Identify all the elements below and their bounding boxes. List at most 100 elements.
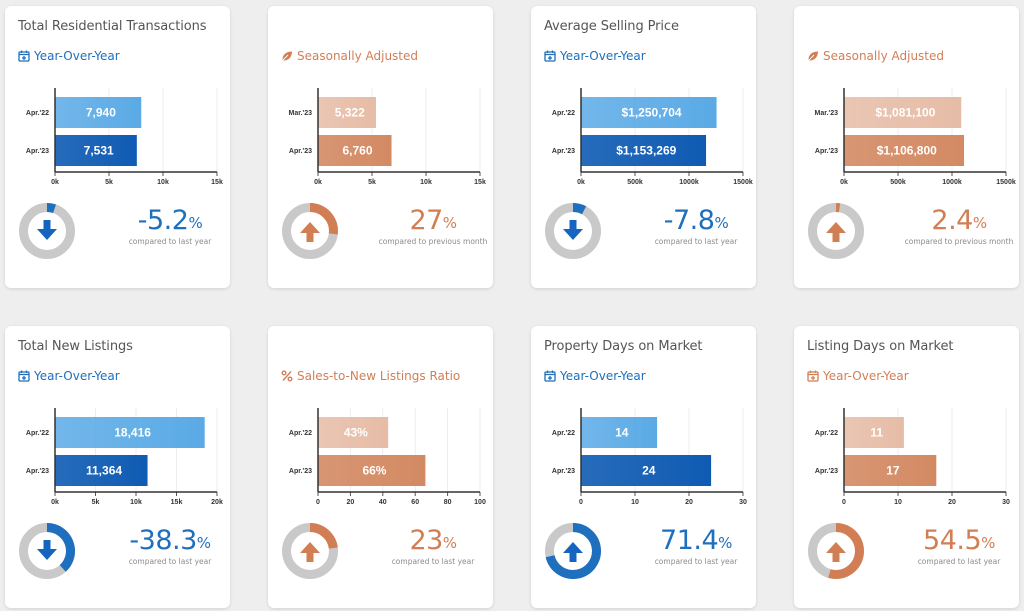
bar <box>318 135 392 166</box>
bar-chart: 0k 5k 10k 15k Apr.'22 7,940 Apr.'23 7,531 <box>26 88 223 186</box>
change-note: compared to last year <box>654 237 738 246</box>
arrow-up-icon <box>563 542 583 562</box>
change-summary: 54.5% compared to last year <box>889 526 1024 567</box>
bar-value-label: 7,531 <box>84 144 114 158</box>
x-tick-label: 1500k <box>996 179 1016 186</box>
kpi-card: Sales-to-New Listings Ratio 0 20 40 60 80 100 A… <box>268 326 493 608</box>
calendar-plus-icon <box>544 50 556 62</box>
card-title: Average Selling Price <box>544 19 679 34</box>
kpi-card: Total New Listings Year-Over-Year 0k 5k 10k 1… <box>5 326 230 608</box>
kpi-card: Total Residential Transactions Year-Over-… <box>5 6 230 288</box>
arrow-down-icon <box>37 540 57 560</box>
bar-value-label: 17 <box>886 464 900 478</box>
change-value: -5.2% <box>100 206 240 236</box>
change-value-number: 27 <box>409 205 443 236</box>
bar-chart: 0k 500k 1000k 1500k Apr.'22 $1,250,704 Apr.'23… <box>552 88 753 186</box>
change-value-unit: % <box>188 214 203 232</box>
card-title: Total New Listings <box>18 339 133 354</box>
x-tick-label: 0 <box>842 499 846 506</box>
card-subtitle: Sales-to-New Listings Ratio <box>281 369 460 383</box>
bar <box>55 135 137 166</box>
change-summary: -38.3% compared to last year <box>100 526 240 567</box>
change-note: compared to last year <box>391 557 475 566</box>
card-subtitle: Year-Over-Year <box>18 49 120 63</box>
x-tick-label: 0k <box>51 499 59 506</box>
x-tick-label: 10 <box>894 499 902 506</box>
change-donut <box>19 523 75 579</box>
arrow-down-icon <box>563 220 583 240</box>
bar-value-label: 11 <box>870 426 883 440</box>
x-tick-label: 5k <box>105 179 113 186</box>
bar <box>55 417 205 448</box>
category-label: Apr.'22 <box>26 430 49 437</box>
category-label: Apr.'23 <box>552 468 575 475</box>
x-tick-label: 60 <box>411 499 419 506</box>
bar <box>581 417 658 448</box>
x-tick-label: 20 <box>347 499 355 506</box>
card-subtitle: Seasonally Adjusted <box>807 49 944 63</box>
x-tick-label: 15k <box>211 179 223 186</box>
change-note: compared to last year <box>917 557 1001 566</box>
card-subtitle-label: Seasonally Adjusted <box>823 49 945 63</box>
kpi-card: Average Selling Price Year-Over-Year 0k 500… <box>531 6 756 288</box>
bar-chart: 0k 500k 1000k 1500k Mar.'23 $1,081,100 Apr.'23… <box>815 88 1016 186</box>
change-donut <box>545 203 601 259</box>
card-subtitle-label: Year-Over-Year <box>560 49 646 63</box>
bar <box>581 455 712 486</box>
donut-arc <box>46 523 75 572</box>
change-value: 54.5% <box>889 526 1024 556</box>
bar-value-label: 6,760 <box>342 144 372 158</box>
kpi-card: Seasonally Adjusted 0k 500k 1000k 1500k Mar.'… <box>794 6 1019 288</box>
x-tick-label: 20 <box>685 499 693 506</box>
x-tick-label: 100 <box>474 499 486 506</box>
bar-value-label: 18,416 <box>114 426 151 440</box>
card-subtitle: Seasonally Adjusted <box>281 49 418 63</box>
bar <box>844 97 962 128</box>
bar-value-label: $1,081,100 <box>875 106 935 120</box>
card-subtitle: Year-Over-Year <box>807 369 909 383</box>
x-tick-label: 30 <box>739 499 747 506</box>
change-value: 27% <box>363 206 503 236</box>
donut-arc <box>828 523 864 579</box>
card-subtitle-label: Year-Over-Year <box>34 369 120 383</box>
change-value-number: 2.4 <box>931 205 973 236</box>
category-label: Apr.'23 <box>815 148 838 155</box>
category-label: Apr.'22 <box>552 110 575 117</box>
bar <box>318 455 426 486</box>
bar-value-label: $1,250,704 <box>622 106 682 120</box>
card-subtitle: Year-Over-Year <box>18 369 120 383</box>
change-summary: 71.4% compared to last year <box>626 526 766 567</box>
category-label: Apr.'23 <box>815 468 838 475</box>
category-label: Apr.'23 <box>26 468 49 475</box>
change-value-number: 71.4 <box>660 525 719 556</box>
card-subtitle-label: Year-Over-Year <box>823 369 909 383</box>
change-donut <box>808 203 864 259</box>
x-tick-label: 80 <box>444 499 452 506</box>
card-subtitle-label: Year-Over-Year <box>34 49 120 63</box>
x-tick-label: 0k <box>51 179 59 186</box>
x-tick-label: 1000k <box>942 179 962 186</box>
category-label: Apr.'23 <box>26 148 49 155</box>
leaf-icon <box>808 51 818 61</box>
change-value-unit: % <box>972 214 987 232</box>
kpi-card: Property Days on Market Year-Over-Year 0 10… <box>531 326 756 608</box>
change-note: compared to previous month <box>378 237 488 246</box>
arrow-up-icon <box>826 542 846 562</box>
change-donut <box>808 523 864 579</box>
bar-value-label: 11,364 <box>86 464 122 478</box>
category-label: Apr.'22 <box>552 430 575 437</box>
change-donut <box>282 203 338 259</box>
change-donut <box>19 203 75 259</box>
x-tick-label: 10k <box>157 179 169 186</box>
bar-chart: 0k 5k 10k 15k Mar.'23 5,322 Apr.'23 6,760 <box>289 88 486 186</box>
category-label: Apr.'22 <box>289 430 312 437</box>
bar-chart: 0 20 40 60 80 100 Apr.'22 43% Apr.'23 66% <box>289 408 486 506</box>
percent-icon <box>281 370 293 382</box>
calendar-plus-icon <box>544 370 556 382</box>
change-value-unit: % <box>442 534 457 552</box>
bar-chart: 0 10 20 30 Apr.'22 11 Apr.'23 17 <box>815 408 1010 506</box>
change-value: 71.4% <box>626 526 766 556</box>
change-value-unit: % <box>442 214 457 232</box>
x-tick-label: 30 <box>1002 499 1010 506</box>
change-donut <box>545 523 601 579</box>
